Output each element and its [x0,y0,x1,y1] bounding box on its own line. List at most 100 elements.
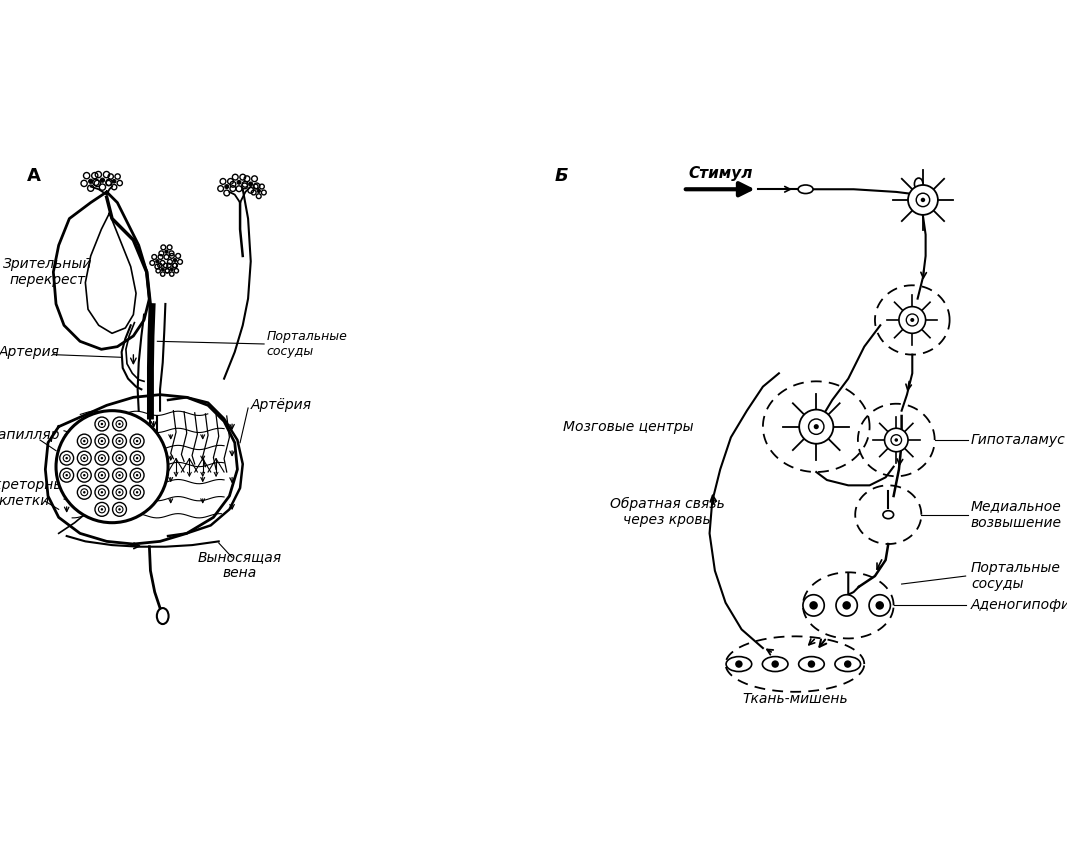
Circle shape [898,307,925,334]
Circle shape [100,491,103,493]
Ellipse shape [157,608,169,624]
Circle shape [908,185,938,215]
Circle shape [60,451,74,465]
Circle shape [771,660,779,668]
Circle shape [98,421,106,428]
Circle shape [57,410,169,523]
Circle shape [814,424,818,429]
Text: Медиальное
возвышение: Медиальное возвышение [971,499,1062,530]
Circle shape [808,660,815,668]
Circle shape [799,410,833,444]
Circle shape [81,472,87,479]
Text: Стимул: Стимул [688,166,752,181]
Circle shape [735,660,743,668]
Circle shape [133,489,141,496]
Text: Обратная связь
через кровь: Обратная связь через кровь [609,497,724,527]
Circle shape [133,437,141,445]
Circle shape [78,434,92,448]
Circle shape [133,472,141,479]
Circle shape [809,419,824,435]
Circle shape [837,594,858,616]
Text: Портальные
сосуды: Портальные сосуды [267,330,348,358]
Ellipse shape [726,657,751,671]
Circle shape [891,435,902,445]
Circle shape [100,422,103,425]
Circle shape [173,258,177,262]
Circle shape [870,594,890,616]
Text: Портальные
сосуды: Портальные сосуды [971,561,1061,591]
Text: А: А [27,168,41,185]
Circle shape [100,508,103,511]
Circle shape [78,451,92,465]
Circle shape [116,437,123,445]
Circle shape [917,194,929,206]
Text: Аденогипофиз: Аденогипофиз [971,599,1067,613]
Circle shape [894,438,898,442]
Circle shape [171,268,173,270]
Circle shape [63,472,70,479]
Circle shape [83,440,85,442]
Circle shape [118,440,121,442]
Text: Капилляр: Капилляр [0,428,60,442]
Circle shape [803,594,825,616]
Circle shape [95,486,109,499]
Circle shape [116,489,123,496]
Circle shape [113,417,127,431]
Circle shape [130,451,144,465]
Circle shape [100,178,105,182]
Circle shape [843,601,851,610]
Circle shape [113,451,127,465]
Circle shape [83,474,85,476]
Ellipse shape [763,657,787,671]
Circle shape [136,474,139,476]
Circle shape [113,468,127,482]
Circle shape [81,489,87,496]
Circle shape [98,506,106,513]
Circle shape [81,454,87,461]
Circle shape [95,417,109,431]
Circle shape [81,437,87,445]
Circle shape [113,503,127,517]
Circle shape [118,491,121,493]
Circle shape [113,486,127,499]
Text: Артерия: Артерия [0,345,60,359]
Circle shape [95,468,109,482]
Ellipse shape [798,185,813,194]
Ellipse shape [914,178,923,190]
Ellipse shape [883,511,894,518]
Circle shape [130,434,144,448]
Circle shape [130,486,144,499]
Circle shape [237,181,241,184]
Ellipse shape [835,657,861,671]
Text: Б: Б [555,168,569,185]
Circle shape [116,472,123,479]
Circle shape [83,457,85,460]
Circle shape [136,491,139,493]
Circle shape [116,454,123,461]
Circle shape [876,601,885,610]
Circle shape [95,503,109,517]
Circle shape [136,440,139,442]
Circle shape [161,268,164,270]
Circle shape [118,474,121,476]
Circle shape [133,454,141,461]
Circle shape [136,457,139,460]
Circle shape [100,457,103,460]
Text: Мозговые центры: Мозговые центры [563,420,694,434]
Circle shape [844,660,851,668]
Circle shape [118,422,121,425]
Circle shape [118,457,121,460]
Circle shape [164,250,169,253]
Circle shape [95,451,109,465]
Text: Ткань-мишень: Ткань-мишень [743,692,847,706]
Circle shape [249,182,253,186]
Circle shape [130,468,144,482]
Circle shape [257,189,260,193]
Circle shape [116,421,123,428]
Circle shape [116,506,123,513]
Circle shape [118,508,121,511]
Circle shape [921,198,925,202]
Circle shape [83,491,85,493]
Circle shape [910,318,914,322]
Ellipse shape [798,657,825,671]
